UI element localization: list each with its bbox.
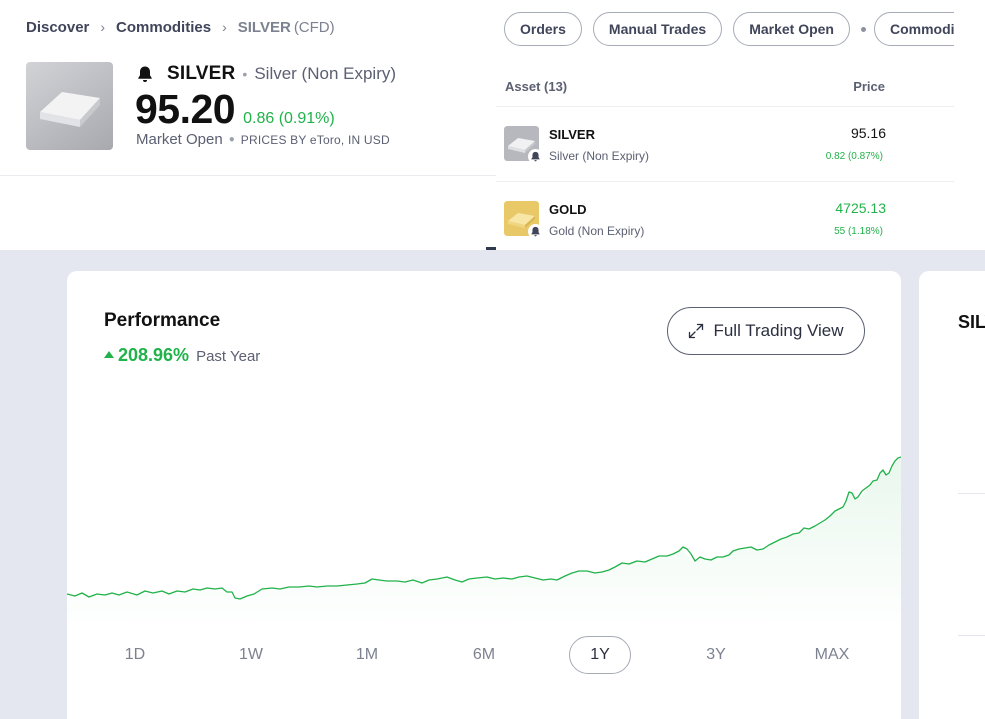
asset-dropdown-panel: Asset (13) Price SILVER Silver (Non Expi… — [496, 65, 954, 261]
separator-dot — [861, 26, 866, 32]
chevron-right-icon: › — [222, 19, 227, 35]
breadcrumb-current: SILVER — [237, 19, 291, 36]
expand-icon — [689, 323, 704, 339]
side-card: SILVER — [919, 271, 985, 719]
active-tab-indicator — [486, 247, 496, 250]
chip-commodities[interactable]: Commodities — [874, 12, 954, 46]
row-name: Silver (Non Expiry) — [549, 149, 650, 163]
row-change: 0.82 (0.87%) — [825, 151, 883, 162]
side-card-divider — [958, 635, 985, 636]
breadcrumb: Discover › Commodities › SILVER (CFD) — [26, 19, 335, 36]
range-max[interactable]: MAX — [814, 646, 850, 663]
silver-bar-icon — [26, 62, 113, 150]
performance-chart — [67, 456, 901, 631]
chip-manual-trades[interactable]: Manual Trades — [592, 12, 723, 46]
row-price: 95.16 — [850, 125, 886, 141]
breadcrumb-discover[interactable]: Discover — [26, 19, 90, 36]
instrument-header: Discover › Commodities › SILVER (CFD) SI… — [0, 0, 985, 261]
instrument-symbol: SILVER — [167, 63, 236, 84]
side-card-title: SILVER — [958, 312, 985, 332]
range-1m[interactable]: 1M — [355, 646, 379, 663]
range-1d[interactable]: 1D — [124, 646, 146, 663]
prices-by-note: PRICES BY eToro, IN USD — [240, 133, 390, 147]
instrument-name: Silver (Non Expiry) — [254, 64, 397, 83]
market-row: Market Open ● PRICES BY eToro, IN USD — [136, 131, 390, 148]
chip-market-open[interactable]: Market Open — [733, 12, 850, 46]
chevron-right-icon: › — [100, 19, 106, 35]
column-asset[interactable]: Asset (13) — [505, 79, 568, 94]
silver-bar-icon — [504, 126, 543, 164]
range-1y[interactable]: 1Y — [569, 636, 631, 674]
chart-line — [67, 456, 901, 600]
separator-dot: ● — [228, 134, 235, 145]
bell-icon[interactable] — [136, 65, 154, 83]
row-symbol: SILVER — [549, 127, 595, 142]
asset-panel-header: Asset (13) Price — [496, 65, 954, 107]
time-range-selector: 1D 1W 1M 6M 1Y 3Y MAX — [67, 636, 901, 674]
market-status: Market Open — [136, 131, 223, 148]
row-symbol: GOLD — [549, 202, 587, 217]
full-trading-view-button[interactable]: Full Trading View — [667, 307, 865, 355]
performance-period: Past Year — [196, 348, 261, 365]
header-divider — [0, 175, 496, 176]
breadcrumb-commodities[interactable]: Commodities — [116, 19, 212, 36]
instrument-title: SILVER • Silver (Non Expiry) — [136, 63, 397, 84]
gold-bar-icon — [504, 201, 543, 239]
chip-orders[interactable]: Orders — [504, 12, 582, 46]
column-price[interactable]: Price — [853, 79, 885, 94]
side-card-divider — [958, 493, 985, 494]
row-name: Gold (Non Expiry) — [549, 224, 645, 238]
chart-area-fill — [67, 457, 901, 631]
row-price: 4725.13 — [835, 200, 886, 216]
range-6m[interactable]: 6M — [472, 646, 496, 663]
full-trading-view-label: Full Trading View — [713, 321, 844, 340]
current-price: 95.20 — [135, 86, 236, 132]
chip-bar: Orders Manual Trades Market Open Commodi… — [504, 12, 954, 46]
performance-change: 208.96% Past Year — [104, 345, 260, 366]
bell-icon[interactable] — [528, 224, 543, 239]
performance-card: Performance 208.96% Past Year Full Tradi… — [67, 271, 901, 719]
performance-title: Performance — [104, 310, 221, 331]
separator-dot: • — [242, 66, 248, 82]
range-3y[interactable]: 3Y — [706, 646, 726, 663]
range-1w[interactable]: 1W — [239, 646, 263, 663]
performance-percent: 208.96% — [118, 345, 190, 365]
price-row: 95.20 0.86 (0.91%) — [135, 86, 335, 133]
caret-up-icon — [104, 351, 114, 358]
row-change: 55 (1.18%) — [834, 226, 883, 237]
bell-icon[interactable] — [528, 149, 543, 164]
breadcrumb-tag: (CFD) — [293, 19, 335, 36]
asset-row-silver[interactable]: SILVER Silver (Non Expiry) 95.16 0.82 (0… — [496, 107, 954, 182]
asset-row-gold[interactable]: GOLD Gold (Non Expiry) 4725.13 55 (1.18%… — [496, 182, 954, 257]
price-change: 0.86 (0.91%) — [243, 110, 335, 127]
